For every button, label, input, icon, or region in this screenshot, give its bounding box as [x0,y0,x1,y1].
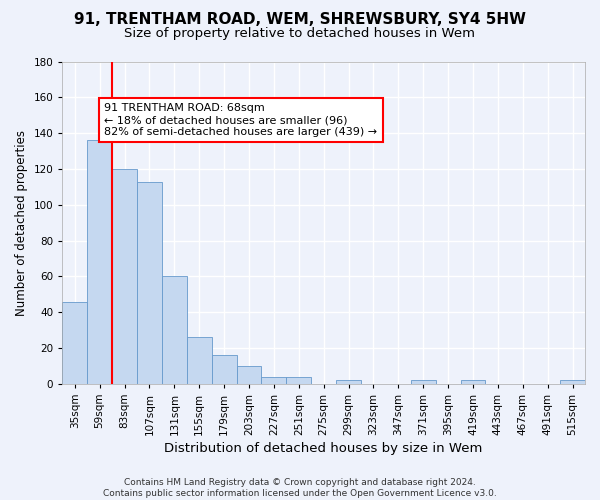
Text: Size of property relative to detached houses in Wem: Size of property relative to detached ho… [125,28,476,40]
Bar [286,376,311,384]
Text: 91 TRENTHAM ROAD: 68sqm
← 18% of detached houses are smaller (96)
82% of semi-de: 91 TRENTHAM ROAD: 68sqm ← 18% of detache… [104,104,377,136]
X-axis label: Distribution of detached houses by size in Wem: Distribution of detached houses by size … [164,442,483,455]
Bar [62,302,87,384]
Bar [137,182,162,384]
Bar [87,140,112,384]
Bar [236,366,262,384]
Bar [112,169,137,384]
Bar [187,338,212,384]
Bar [411,380,436,384]
Bar [212,355,236,384]
Y-axis label: Number of detached properties: Number of detached properties [15,130,28,316]
Bar [336,380,361,384]
Bar [162,276,187,384]
Text: Contains HM Land Registry data © Crown copyright and database right 2024.
Contai: Contains HM Land Registry data © Crown c… [103,478,497,498]
Bar [461,380,485,384]
Bar [560,380,585,384]
Text: 91, TRENTHAM ROAD, WEM, SHREWSBURY, SY4 5HW: 91, TRENTHAM ROAD, WEM, SHREWSBURY, SY4 … [74,12,526,28]
Bar [262,376,286,384]
